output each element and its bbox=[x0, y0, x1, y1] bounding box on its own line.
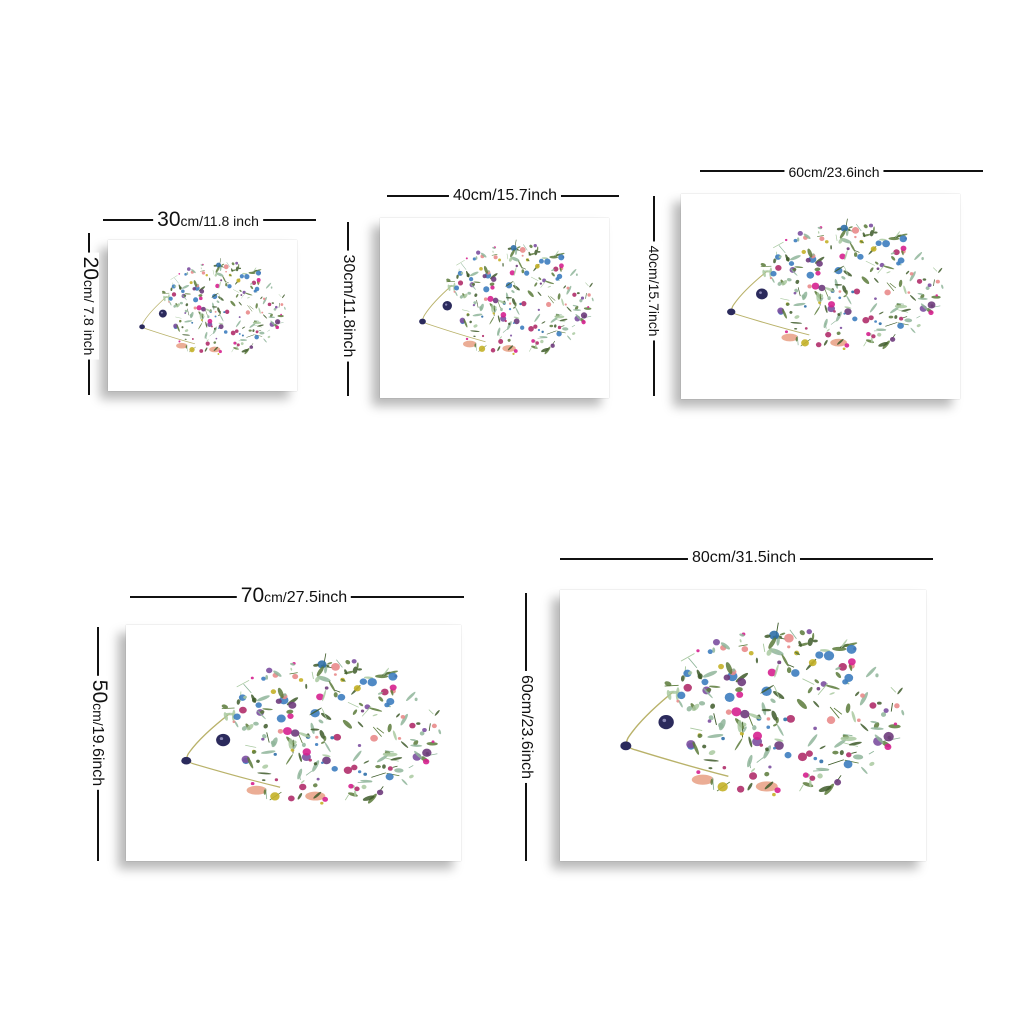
hedgehog-artwork bbox=[726, 218, 945, 351]
canvas-print-80x60 bbox=[560, 590, 926, 861]
canvas-print-40x30 bbox=[380, 218, 609, 398]
height-label: 20cm/ 7.8 inch bbox=[79, 252, 102, 360]
width-label: 40cm/15.7inch bbox=[448, 187, 562, 205]
width-label: 30cm/11.8 inch bbox=[153, 209, 263, 231]
width-label: 80cm/31.5inch bbox=[687, 549, 801, 567]
canvas-print-70x50 bbox=[126, 625, 461, 861]
height-label: 60cm/23.6inch bbox=[517, 670, 535, 784]
hedgehog-artwork bbox=[180, 652, 443, 806]
width-label: 70cm/27.5inch bbox=[236, 585, 352, 607]
hedgehog-artwork bbox=[138, 257, 287, 356]
width-label: 60cm/23.6inch bbox=[784, 163, 884, 181]
hedgehog-artwork bbox=[418, 239, 595, 356]
canvas-print-60x40 bbox=[681, 194, 960, 399]
height-label: 40cm/15.7inch bbox=[645, 241, 663, 341]
height-label: 50cm/19.6inch bbox=[88, 675, 111, 791]
height-label: 30cm/11.8inch bbox=[339, 250, 357, 362]
hedgehog-artwork bbox=[619, 621, 906, 798]
canvas-print-30x20 bbox=[108, 240, 297, 391]
